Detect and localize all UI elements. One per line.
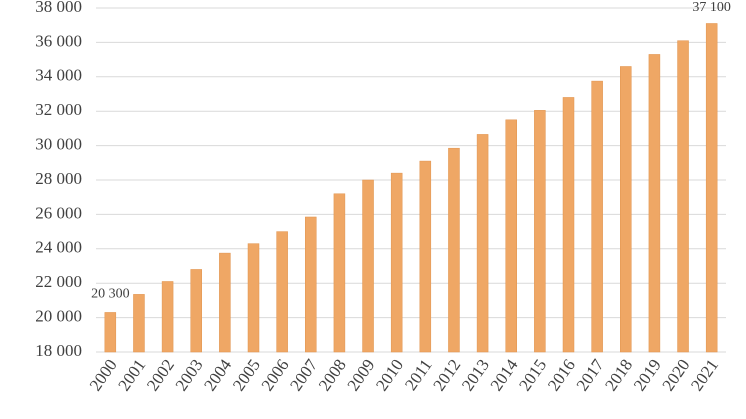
y-tick-label: 18 000: [35, 341, 82, 360]
y-tick-label: 32 000: [35, 100, 82, 119]
bar: [247, 243, 260, 353]
x-tick-label: 2007: [286, 355, 321, 394]
data-label: 37 100: [692, 0, 731, 15]
y-tick-label: 34 000: [35, 66, 82, 85]
x-tick-label: 2013: [458, 356, 493, 395]
y-tick-label: 26 000: [35, 203, 82, 222]
bar: [276, 231, 288, 353]
x-tick-label: 2011: [401, 356, 436, 394]
x-tick-label: 2008: [315, 356, 350, 395]
x-tick-label: 2004: [200, 355, 235, 394]
x-tick-label: 2015: [515, 356, 550, 395]
x-tick-label: 2021: [687, 356, 722, 395]
bar: [562, 97, 575, 353]
x-tick-label: 2014: [487, 355, 522, 394]
bar: [390, 172, 403, 353]
x-tick-label: 2000: [86, 356, 121, 395]
bar: [534, 110, 546, 353]
x-tick-label: 2018: [601, 356, 636, 395]
bar: [677, 40, 689, 353]
x-tick-label: 2005: [229, 356, 264, 395]
bar: [476, 134, 489, 353]
y-tick-label: 28 000: [35, 169, 82, 188]
bar: [505, 119, 517, 353]
y-tick-label: 36 000: [35, 31, 82, 50]
x-tick-label: 2003: [172, 356, 207, 395]
bar: [448, 147, 460, 353]
bar: [305, 216, 317, 353]
x-tick-label: 2010: [372, 356, 407, 395]
y-tick-label: 22 000: [35, 272, 82, 291]
x-tick-label: 2001: [114, 356, 149, 395]
bar: [219, 252, 231, 353]
y-tick-label: 20 000: [35, 307, 82, 326]
x-tick-label: 2019: [630, 356, 665, 395]
bar: [190, 269, 202, 353]
bar: [133, 294, 145, 353]
x-tick-label: 2009: [343, 356, 378, 395]
bar: [591, 80, 603, 353]
x-tick-label: 2002: [143, 356, 178, 395]
x-tick-label: 2006: [258, 356, 293, 395]
x-tick-label: 2020: [658, 356, 693, 395]
bar: [362, 179, 374, 353]
bar: [648, 54, 661, 353]
x-tick-label: 2012: [429, 356, 464, 395]
bar: [161, 281, 174, 353]
bar: [104, 312, 117, 353]
data-label: 20 300: [91, 287, 130, 302]
bar: [620, 66, 632, 353]
y-tick-label: 30 000: [35, 135, 82, 154]
bar: [419, 160, 432, 353]
x-tick-label: 2017: [573, 355, 608, 394]
y-tick-label: 24 000: [35, 238, 82, 257]
y-tick-label: 38 000: [35, 0, 82, 16]
bar: [333, 193, 346, 353]
x-tick-label: 2016: [544, 356, 579, 395]
bar: [705, 23, 718, 353]
